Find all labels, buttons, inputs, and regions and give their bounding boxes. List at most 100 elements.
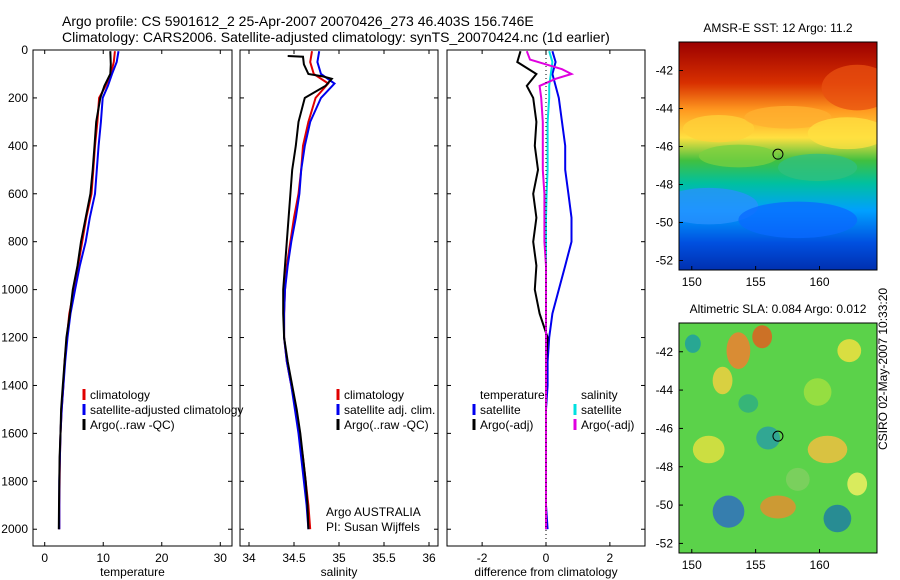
x-tick-label: -2 (477, 551, 488, 565)
sla-patch (803, 378, 832, 406)
series-line (57, 51, 112, 530)
x-tick-label: 35 (332, 551, 346, 565)
map-field (679, 42, 877, 270)
y-tick-label: -52 (656, 536, 674, 550)
y-tick-label: -50 (656, 498, 674, 512)
y-tick-label: -52 (656, 254, 674, 268)
y-tick-label: 1000 (1, 283, 28, 297)
x-tick-label: 155 (746, 275, 766, 289)
y-tick-label: 1600 (1, 426, 28, 440)
series-line (545, 50, 573, 530)
plot-frame (239, 49, 439, 547)
legend-label: salinity (581, 388, 618, 402)
y-tick-label: 800 (8, 235, 28, 249)
annotation-text: Argo AUSTRALIA (326, 505, 421, 519)
x-tick-label: 155 (746, 558, 766, 572)
map-title: Altimetric SLA: 0.084 Argo: 0.012 (690, 302, 867, 316)
sst-map-chart: AMSR-E SST: 12 Argo: 11.2 -42 -44 -46 -48 -50… (656, 21, 878, 289)
x-tick-label: 35.5 (372, 551, 396, 565)
sla-patch (712, 366, 733, 395)
y-tick-label: -42 (656, 64, 674, 78)
sla-patch (712, 495, 745, 528)
y-tick-label: 2000 (1, 522, 28, 536)
sla-patch (756, 426, 780, 450)
x-tick-label: 20 (155, 551, 169, 565)
legend-label: climatology (344, 388, 404, 402)
sla-patch (847, 472, 868, 496)
x-tick-label: 150 (682, 558, 702, 572)
argo-location-marker (772, 430, 784, 442)
figure-title-line-2: Climatology: CARS2006. Satellite-adjuste… (62, 29, 610, 45)
sst-patch (744, 105, 832, 129)
sla-patch (807, 435, 848, 464)
legend-label: satellite (480, 403, 521, 417)
y-tick-label: 200 (8, 91, 28, 105)
x-tick-label: 30 (214, 551, 228, 565)
x-axis-label: difference from climatology (474, 565, 617, 579)
sla-patch (726, 332, 751, 369)
y-tick-label: -46 (656, 421, 674, 435)
x-tick-label: 150 (682, 275, 702, 289)
map-title: AMSR-E SST: 12 Argo: 11.2 (703, 21, 853, 35)
legend-label: Argo(..raw -QC) (90, 418, 175, 432)
series-line (283, 51, 337, 530)
sst-patch (738, 201, 858, 239)
sla-map-chart: Altimetric SLA: 0.084 Argo: 0.012 -42 -44 -… (656, 302, 878, 572)
legend-label: Argo(-adj) (581, 418, 634, 432)
x-tick-label: 2 (607, 551, 614, 565)
sla-patch (684, 334, 701, 353)
x-tick-label: 160 (810, 558, 830, 572)
y-tick-label: 1800 (1, 474, 28, 488)
x-axis-label: temperature (100, 565, 165, 579)
sla-patch (837, 339, 862, 363)
x-tick-label: 0 (543, 551, 550, 565)
x-tick-label: 34 (242, 551, 256, 565)
y-tick-label: -46 (656, 140, 674, 154)
plot-frame (32, 49, 233, 547)
x-axis-label: salinity (321, 565, 358, 579)
sst-patch (807, 117, 877, 150)
y-tick-label: 1400 (1, 378, 28, 392)
y-tick-label: -44 (656, 383, 674, 397)
y-tick-label: -50 (656, 216, 674, 230)
sla-patch (692, 435, 725, 464)
legend-label: climatology (90, 388, 150, 402)
legend-label: temperature (480, 388, 545, 402)
salinity-profile-chart: 34 34.5 35 35.5 36 salinity climatologysatelli… (239, 49, 439, 579)
x-tick-label: 0 (41, 551, 48, 565)
y-tick-label: -48 (656, 460, 674, 474)
map-frame (678, 41, 878, 271)
y-tick-label: 600 (8, 187, 28, 201)
sla-patch (738, 394, 759, 413)
x-tick-label: 36 (422, 551, 436, 565)
series-line (58, 51, 120, 530)
sst-patch (778, 153, 858, 182)
sst-patch (698, 144, 779, 168)
x-tick-label: 160 (810, 275, 830, 289)
series-line (525, 50, 575, 530)
x-tick-label: 10 (97, 551, 111, 565)
sst-patch (679, 187, 759, 225)
series-line (58, 51, 116, 530)
charts-group: 0 10 20 30020040060080010001200140016001800… (1, 21, 878, 579)
sla-patch (823, 504, 852, 533)
map-field (679, 323, 877, 553)
legend-label: satellite (581, 403, 622, 417)
temperature-profile-chart: 0 10 20 30 0 200 400 600 800 1000 1200 1400 1600 1800… (1, 43, 243, 579)
x-tick-label: 34.5 (282, 551, 306, 565)
sst-patch (821, 64, 877, 111)
sla-patch (760, 495, 796, 519)
figure-title-line-1: Argo profile: CS 5901612_2 25-Apr-2007 2… (62, 13, 534, 29)
y-tick-label: -48 (656, 178, 674, 192)
y-tick-label: -44 (656, 102, 674, 116)
legend-label: satellite adj. clim. (344, 403, 435, 417)
y-tick-label: 0 (21, 43, 28, 57)
legend-label: Argo(..raw -QC) (344, 418, 429, 432)
y-tick-label: 1200 (1, 331, 28, 345)
y-tick-label: -42 (656, 345, 674, 359)
series-line (282, 55, 334, 530)
legend-label: Argo(-adj) (480, 418, 533, 432)
annotation-text: PI: Susan Wijffels (326, 520, 420, 534)
